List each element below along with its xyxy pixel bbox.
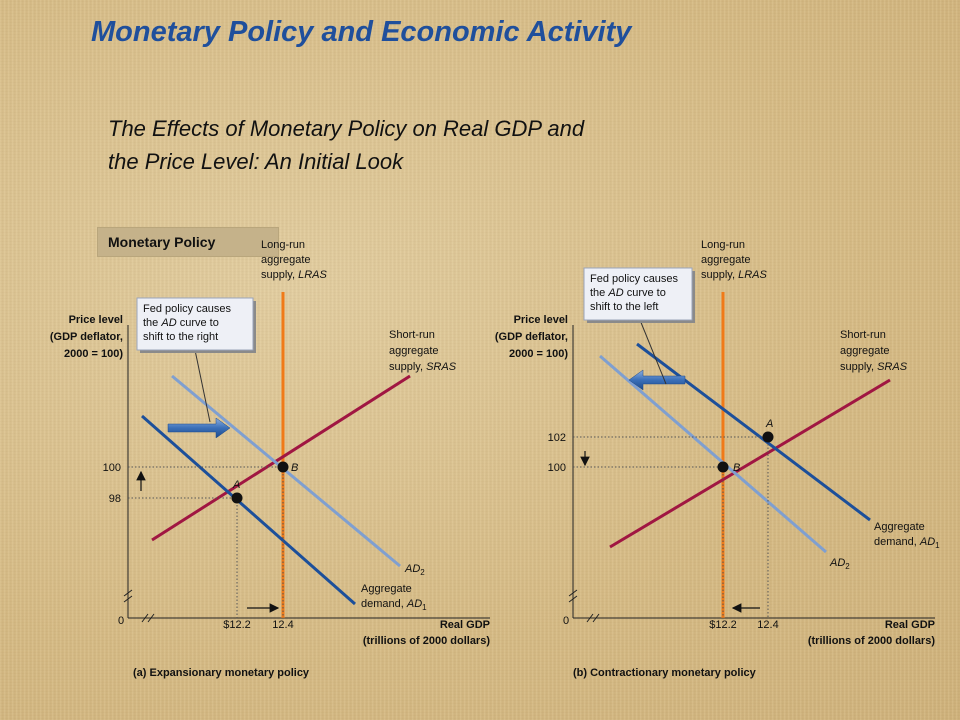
sras-line [609, 378, 891, 549]
slide-subtitle: The Effects of Monetary Policy on Real G… [108, 112, 788, 178]
sras-label: aggregate [840, 345, 890, 357]
sras-label: Short-run [840, 329, 886, 341]
point-label-a: A [232, 479, 240, 491]
section-tag: Monetary Policy [97, 227, 279, 257]
x-tick-label: 12.4 [757, 619, 778, 631]
callout-text: shift to the right [143, 331, 218, 343]
ad1-line [636, 342, 871, 522]
y-axis-label: (GDP deflator, [495, 331, 568, 343]
x-tick-label: 12.4 [272, 619, 293, 631]
equilibrium-point-b [717, 461, 729, 473]
ad1-label: Aggregate [874, 521, 925, 533]
subtitle-line-2: the Price Level: An Initial Look [108, 149, 404, 174]
x-axis-label: Real GDP [885, 619, 935, 631]
point-label-a: A [765, 418, 773, 430]
callout-box [136, 297, 254, 351]
x-axis-label: Real GDP [440, 619, 490, 631]
callout-box [583, 267, 693, 321]
subtitle-line-1: The Effects of Monetary Policy on Real G… [108, 116, 585, 141]
callout-text: Fed policy causes [590, 273, 679, 285]
y-axis-label: Price level [514, 314, 568, 326]
ad2-line [599, 354, 827, 554]
callout-text: Fed policy causes [143, 303, 232, 315]
lras-label: supply, LRAS [261, 269, 327, 281]
ad1-label: demand, AD1 [874, 536, 940, 550]
ad1-label: Aggregate [361, 583, 412, 595]
x-axis-break [586, 613, 600, 623]
equilibrium-point-b [277, 461, 289, 473]
callout-pointer [194, 349, 211, 423]
x-tick-label: $12.2 [709, 619, 737, 631]
panel-contractionary: 0 Price level (GDP deflator, 2000 = 100) Rea… [495, 239, 940, 679]
y-axis-break [568, 589, 578, 603]
sras-label: supply, SRAS [389, 361, 457, 373]
x-axis-label: (trillions of 2000 dollars) [363, 635, 490, 647]
y-tick-label: 100 [548, 462, 566, 474]
y-axis-label: 2000 = 100) [509, 348, 568, 360]
lras-label: Long-run [701, 239, 745, 251]
callout-text: the AD curve to [143, 317, 219, 329]
x-axis-label: (trillions of 2000 dollars) [808, 635, 935, 647]
origin-label: 0 [118, 615, 124, 627]
callout-pointer [639, 319, 667, 385]
lras-label: aggregate [701, 254, 751, 266]
lras-label: Long-run [261, 239, 305, 251]
panel-caption: (a) Expansionary monetary policy [133, 667, 310, 679]
ad1-label: demand, AD1 [361, 598, 427, 612]
y-tick-label: 100 [103, 462, 121, 474]
equilibrium-point-a [231, 492, 243, 504]
callout-text: shift to the left [590, 301, 658, 313]
lras-label: supply, LRAS [701, 269, 767, 281]
ad-shift-arrow [167, 417, 231, 439]
ad1-line [141, 414, 356, 606]
equilibrium-point-a [762, 431, 774, 443]
panel-caption: (b) Contractionary monetary policy [573, 667, 757, 679]
point-label-b: B [291, 462, 298, 474]
origin-label: 0 [563, 615, 569, 627]
sras-label: Short-run [389, 329, 435, 341]
callout-text: the AD curve to [590, 287, 666, 299]
y-tick-label: 98 [109, 493, 121, 505]
sras-label: aggregate [389, 345, 439, 357]
y-tick-label: 102 [548, 432, 566, 444]
slide-title: Monetary Policy and Economic Activity [91, 16, 632, 48]
y-axis-break [123, 589, 133, 603]
y-axis-label: Price level [69, 314, 123, 326]
point-label-b: B [733, 462, 740, 474]
ad-shift-arrow [628, 369, 686, 391]
lras-label: aggregate [261, 254, 311, 266]
x-tick-label: $12.2 [223, 619, 251, 631]
y-axis-label: 2000 = 100) [64, 348, 123, 360]
x-axis-break [141, 613, 155, 623]
y-axis-label: (GDP deflator, [50, 331, 123, 343]
panel-expansionary: 0 Price level (GDP deflator, 2000 = 100) Rea… [50, 239, 490, 679]
ad2-label: AD2 [404, 563, 425, 577]
sras-label: supply, SRAS [840, 361, 908, 373]
ad2-label: AD2 [829, 557, 850, 571]
sras-line [151, 374, 411, 542]
